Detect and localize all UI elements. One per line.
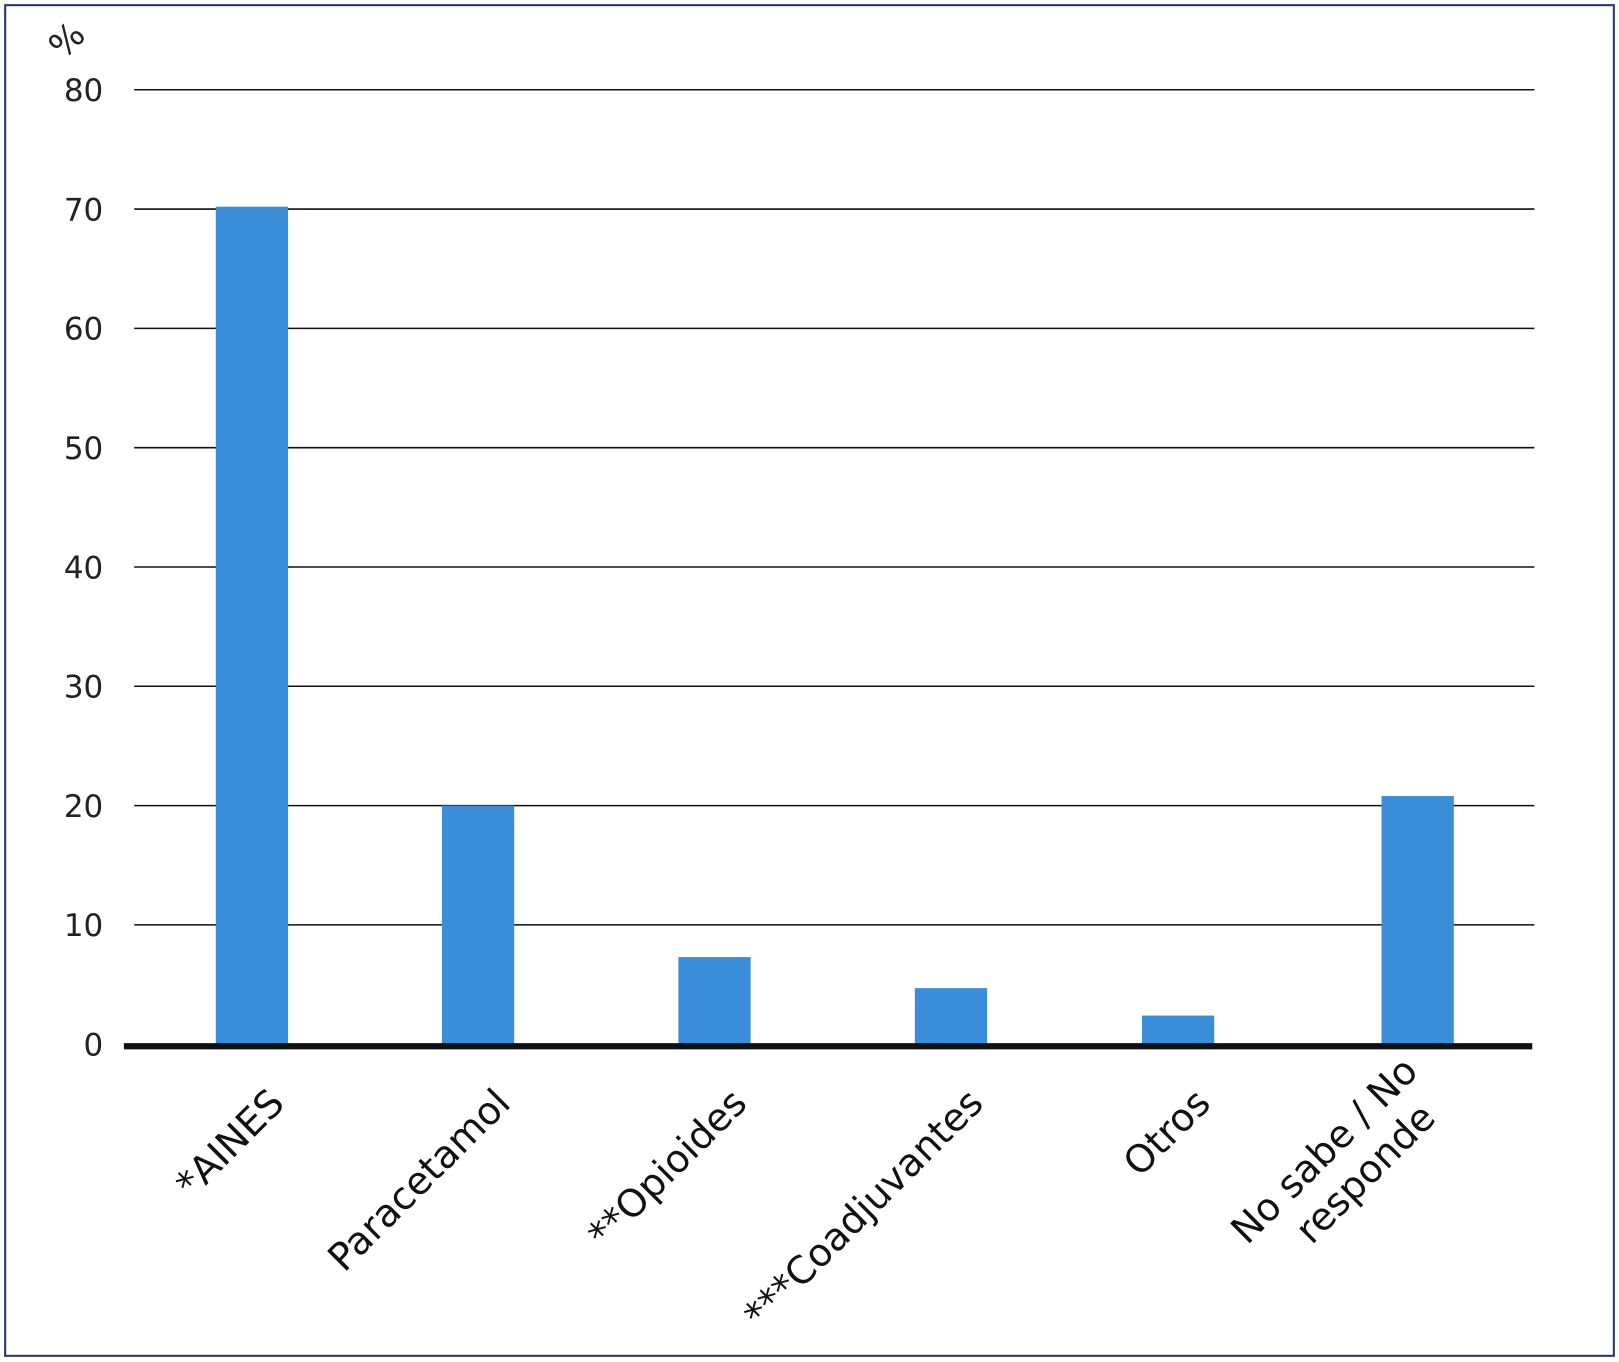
y-tick-label: 40 (64, 550, 103, 586)
y-tick-label: 50 (64, 431, 103, 467)
bar-4 (1141, 1015, 1215, 1045)
bar-3 (914, 988, 988, 1045)
bar-1 (441, 805, 515, 1045)
y-tick-label: 10 (64, 908, 103, 944)
bar-5 (1381, 796, 1454, 1045)
y-tick-label: 0 (84, 1028, 104, 1064)
y-tick-label: 70 (64, 192, 103, 228)
bar-2 (678, 957, 751, 1045)
y-tick-label: 20 (64, 789, 103, 825)
y-tick-label: 30 (64, 670, 103, 706)
y-tick-label: 60 (64, 312, 103, 348)
bar-0 (215, 206, 289, 1045)
y-tick-label: 80 (64, 73, 103, 109)
